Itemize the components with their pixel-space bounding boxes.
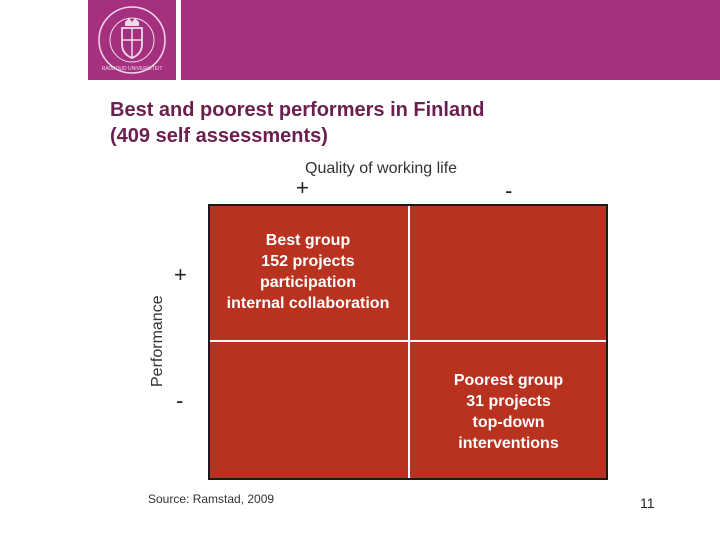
x-minus-sign: - bbox=[505, 178, 513, 203]
y-plus-sign: + bbox=[174, 262, 187, 287]
best-group-line: Best group bbox=[265, 232, 351, 249]
x-plus-sign: + bbox=[296, 175, 309, 200]
quadrant-grid: Best group 152 projects participation in… bbox=[208, 204, 608, 480]
best-group-line: 152 projects bbox=[261, 253, 355, 270]
y-axis-label: Performance bbox=[149, 295, 166, 387]
best-group-line: internal collaboration bbox=[226, 295, 390, 312]
poorest-group-line: top-down bbox=[472, 414, 545, 431]
header-bar: RADBOUD UNIVERSITEIT bbox=[0, 0, 720, 80]
poorest-group-text: Poorest group 31 projects top-down inter… bbox=[411, 370, 606, 454]
source-note: Source: Ramstad, 2009 bbox=[148, 492, 275, 506]
poorest-group-line: Poorest group bbox=[453, 372, 564, 389]
poorest-group-line: 31 projects bbox=[466, 393, 551, 410]
logo-box: RADBOUD UNIVERSITEIT bbox=[88, 0, 176, 80]
svg-text:RADBOUD UNIVERSITEIT: RADBOUD UNIVERSITEIT bbox=[102, 66, 163, 72]
best-group-text: Best group 152 projects participation in… bbox=[215, 230, 401, 314]
header-band bbox=[181, 0, 720, 80]
title-line-2: (409 self assessments) bbox=[110, 125, 328, 147]
grid-vertical-divider bbox=[408, 206, 410, 478]
university-seal-icon: RADBOUD UNIVERSITEIT bbox=[98, 6, 166, 74]
slide-title: Best and poorest performers in Finland (… bbox=[110, 97, 630, 149]
poorest-group-line: interventions bbox=[458, 435, 559, 452]
x-axis-label: Quality of working life bbox=[305, 160, 458, 177]
title-line-1: Best and poorest performers in Finland bbox=[110, 99, 485, 121]
y-minus-sign: - bbox=[176, 388, 184, 413]
grid-horizontal-divider bbox=[210, 340, 606, 342]
page-number: 11 bbox=[640, 495, 655, 511]
best-group-line: participation bbox=[259, 274, 356, 291]
